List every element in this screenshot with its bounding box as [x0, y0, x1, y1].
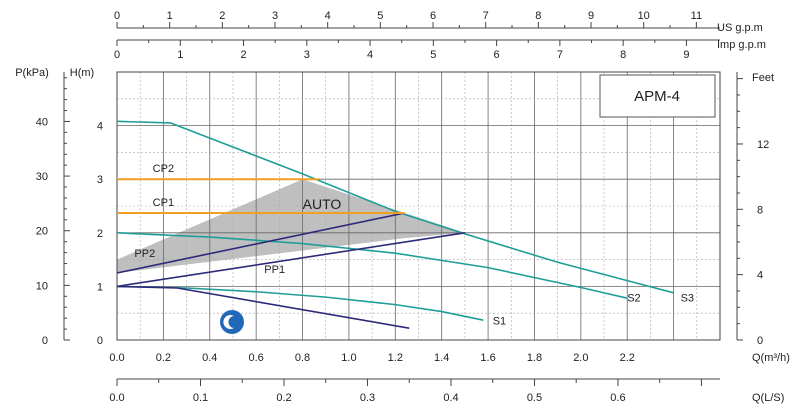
series-line-night-mode [116, 285, 410, 329]
series-label-pp1: PP1 [264, 264, 285, 276]
x-tick-label-imp-gpm: 3 [304, 49, 310, 61]
x-tick-label-m3h: 0.8 [295, 352, 310, 364]
x-tick-label-us-gpm: 5 [377, 10, 383, 22]
y-tick-label-m: 3 [97, 174, 103, 186]
x-tick-label-imp-gpm: 0 [114, 49, 120, 61]
y-tick-label-m: 0 [97, 335, 103, 347]
series-layer [116, 120, 674, 329]
y-axis-title-feet: Feet [752, 72, 774, 84]
x-tick-label-m3h: 1.0 [341, 352, 356, 364]
x-tick-label-m3h: 0.6 [249, 352, 264, 364]
series-label-s2: S2 [627, 292, 640, 304]
plot-frame [116, 71, 721, 341]
x-tick-label-us-gpm: 11 [691, 10, 702, 22]
x-tick-label-m3h: 0.2 [156, 352, 171, 364]
label-layer: S3 S2 S1 PP2 PP1 CP2 CP1 [134, 163, 694, 327]
y-tick-label-feet: 12 [757, 139, 769, 151]
x-tick-label-ls: 0.0 [109, 392, 124, 404]
y-tick-label-kpa: 10 [36, 280, 48, 292]
series-line-pp1 [116, 232, 466, 288]
x-tick-label-ls: 0.5 [527, 392, 542, 404]
x-tick-label-ls: 0.3 [360, 392, 375, 404]
series-line-s2 [116, 232, 628, 299]
x-tick-label-us-gpm: 9 [588, 10, 594, 22]
x-tick-label-imp-gpm: 1 [177, 49, 183, 61]
x-tick-label-us-gpm: 0 [114, 10, 120, 22]
x-tick-label-us-gpm: 1 [167, 10, 173, 22]
auto-region [117, 179, 465, 273]
x-tick-label-imp-gpm: 5 [430, 49, 436, 61]
series-line-s1 [116, 285, 484, 321]
y-axis-title-m: H(m) [70, 67, 94, 79]
x-axis-title-imp-gpm: Imp g.p.m [717, 39, 766, 51]
x-tick-label-imp-gpm: 6 [494, 49, 500, 61]
series-label-s1: S1 [493, 315, 506, 327]
x-tick-label-us-gpm: 7 [483, 10, 489, 22]
y-tick-label-feet: 0 [757, 335, 763, 347]
auto-label: AUTO [303, 196, 342, 212]
x-tick-label-ls: 0.1 [193, 392, 208, 404]
x-tick-label-m3h: 2.0 [573, 352, 588, 364]
x-tick-label-us-gpm: 2 [219, 10, 225, 22]
y-tick-label-feet: 8 [757, 204, 763, 216]
series-line-pp2 [116, 212, 405, 274]
x-tick-label-ls: 0.6 [610, 392, 625, 404]
x-axis-title-us-gpm: US g.p.m [717, 22, 763, 34]
x-tick-label-m3h: 0.0 [109, 352, 124, 364]
x-tick-label-us-gpm: 4 [325, 10, 331, 22]
y-tick-label-kpa: 20 [36, 226, 48, 238]
x-tick-label-m3h: 0.4 [202, 352, 217, 364]
y-tick-label-kpa: 0 [42, 335, 48, 347]
x-tick-label-imp-gpm: 4 [367, 49, 373, 61]
x-axis-title-m3h: Q(m³/h) [752, 352, 790, 364]
x-tick-label-m3h: 2.2 [620, 352, 635, 364]
y-axis-title-kpa: P(kPa) [15, 67, 49, 79]
series-label-s3: S3 [681, 292, 694, 304]
axis-layer: 0.0 0.2 0.4 0.6 0.8 1.0 1.2 1.4 1.6 1.8 2.0 2.2 Q(m³… [15, 10, 790, 404]
series-line-s3 [116, 120, 674, 294]
x-tick-label-us-gpm: 10 [638, 10, 650, 22]
y-tick-label-m: 1 [97, 281, 103, 293]
auto-region-layer [117, 179, 465, 273]
x-tick-label-m3h: 1.8 [527, 352, 542, 364]
x-tick-label-ls: 0.4 [443, 392, 458, 404]
x-tick-label-m3h: 1.2 [388, 352, 403, 364]
x-tick-label-imp-gpm: 9 [683, 49, 689, 61]
series-label-cp2: CP2 [153, 163, 174, 175]
x-tick-label-m3h: 1.6 [480, 352, 495, 364]
y-tick-label-feet: 4 [757, 270, 763, 282]
x-tick-label-m3h: 1.4 [434, 352, 449, 364]
x-tick-label-us-gpm: 3 [272, 10, 278, 22]
x-axis-title-ls: Q(L/S) [752, 392, 784, 404]
series-label-cp1: CP1 [153, 197, 174, 209]
x-tick-label-imp-gpm: 8 [620, 49, 626, 61]
model-box: APM-4 [599, 74, 716, 118]
x-tick-label-imp-gpm: 7 [557, 49, 563, 61]
x-tick-label-imp-gpm: 2 [240, 49, 246, 61]
y-tick-label-kpa: 30 [36, 171, 48, 183]
x-tick-label-us-gpm: 6 [430, 10, 436, 22]
model-label: APM-4 [634, 88, 680, 105]
y-tick-label-m: 2 [97, 228, 103, 240]
y-tick-label-m: 4 [97, 121, 103, 133]
x-tick-label-us-gpm: 8 [535, 10, 541, 22]
y-tick-label-kpa: 40 [36, 116, 48, 128]
series-label-pp2: PP2 [134, 248, 155, 260]
night-mode-icon [220, 310, 244, 334]
x-tick-label-ls: 0.2 [276, 392, 291, 404]
